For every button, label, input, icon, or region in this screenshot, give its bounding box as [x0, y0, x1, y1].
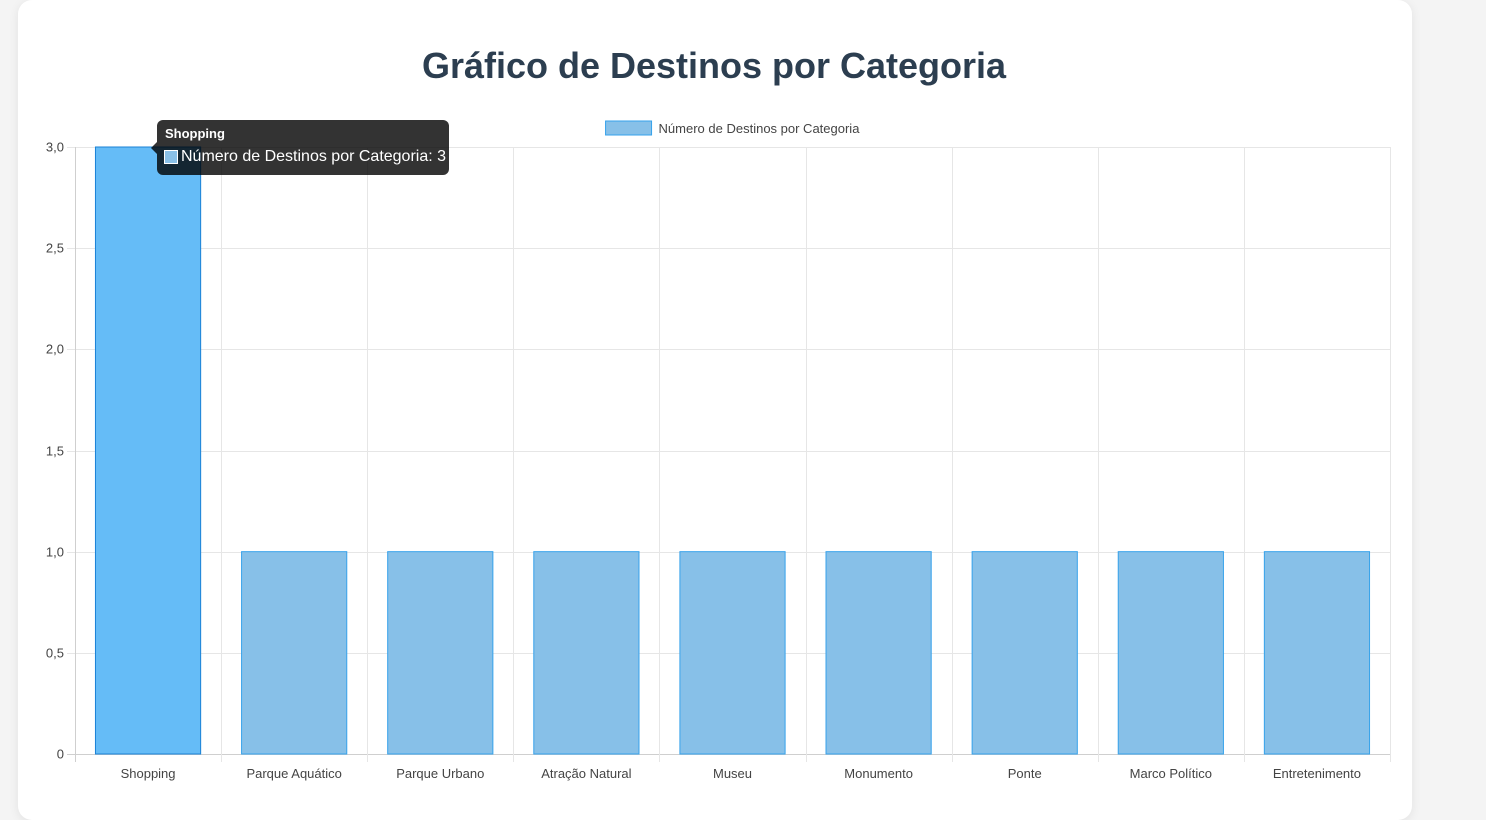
x-tick-label: Marco Político: [1130, 766, 1212, 781]
x-tick-label: Parque Aquático: [246, 766, 341, 781]
page-title: Gráfico de Destinos por Categoria: [421, 45, 1007, 86]
bar-parque-aqu-tico[interactable]: [241, 551, 348, 755]
bar-entretenimento[interactable]: [1263, 551, 1371, 755]
legend-label[interactable]: Número de Destinos por Categoria: [659, 121, 861, 136]
x-tick-label: Monumento: [844, 766, 913, 781]
bar-shopping[interactable]: [94, 146, 202, 755]
bar-museu[interactable]: [679, 551, 786, 755]
x-tick-label: Museu: [713, 766, 752, 781]
y-tick-label: 2,0: [46, 342, 64, 357]
bar-chart[interactable]: 0 0,5 1,0 1,5 2,0 2,5 3,0 Shopping Parque Aquáti…: [0, 0, 1486, 799]
y-tick-label: 0,5: [46, 646, 64, 661]
y-tick-label: 2,5: [46, 241, 64, 256]
x-tick-label: Parque Urbano: [396, 766, 484, 781]
x-tick-label: Entretenimento: [1273, 766, 1361, 781]
x-tick-label: Shopping: [121, 766, 176, 781]
tooltip-color-swatch: [164, 150, 178, 164]
legend-swatch[interactable]: [605, 120, 653, 136]
bar-ponte[interactable]: [971, 551, 1078, 755]
x-tick-label: Ponte: [1008, 766, 1042, 781]
bar-parque-urbano[interactable]: [387, 551, 494, 755]
bar-atra-o-natural[interactable]: [533, 551, 640, 755]
bar-marco-pol-tico[interactable]: [1117, 551, 1224, 755]
y-tick-label: 0: [57, 747, 64, 762]
chart-tooltip: Shopping Número de Destinos por Categori…: [151, 120, 449, 175]
y-tick-label: 1,0: [46, 545, 64, 560]
tooltip-label: Número de Destinos por Categoria: 3: [181, 148, 447, 165]
tooltip-title: Shopping: [165, 126, 225, 141]
y-tick-label: 3,0: [46, 140, 64, 155]
x-tick-label: Atração Natural: [541, 766, 631, 781]
bar-monumento[interactable]: [825, 551, 932, 755]
y-tick-label: 1,5: [46, 444, 64, 459]
